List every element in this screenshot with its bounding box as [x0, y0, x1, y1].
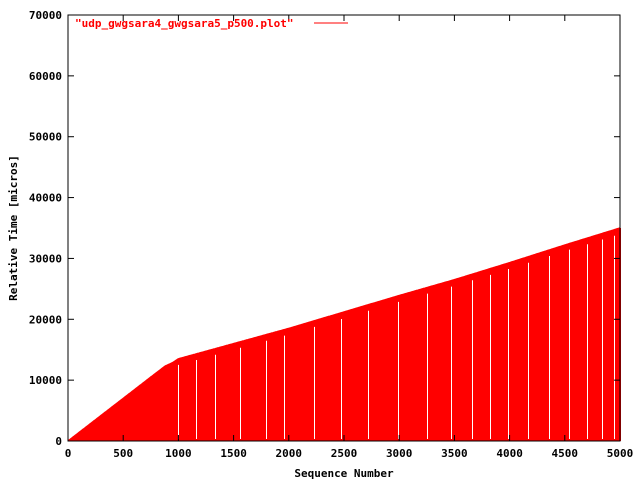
- axis-ticks: [67, 14, 621, 442]
- x-tick-label: 5000: [607, 447, 634, 460]
- series-envelope: [67, 227, 621, 442]
- x-tick-label: 500: [113, 447, 133, 460]
- x-axis-label: Sequence Number: [294, 467, 394, 480]
- x-tick-label: 2500: [331, 447, 358, 460]
- x-tick-label: 1000: [165, 447, 192, 460]
- x-tick-label: 1500: [220, 447, 247, 460]
- legend-entry-label: "udp_gwgsara4_gwgsara5_p500.plot": [75, 17, 294, 30]
- x-tick-label: 3500: [441, 447, 468, 460]
- x-tick-label: 4000: [496, 447, 523, 460]
- x-tick-label: 3000: [386, 447, 413, 460]
- y-axis-label: Relative Time [micros]: [7, 155, 20, 301]
- x-tick-label: 2000: [276, 447, 303, 460]
- x-tick-label: 4500: [552, 447, 579, 460]
- x-tick-labels: 0 500 1000 1500 2000 2500 3000 3500 4000 4500 5000: [65, 447, 634, 460]
- y-tick-label: 60000: [29, 70, 62, 83]
- y-tick-label: 30000: [29, 252, 62, 265]
- y-tick-label: 40000: [29, 192, 62, 205]
- x-tick-label: 0: [65, 447, 72, 460]
- y-tick-label: 0: [55, 435, 62, 448]
- impulse-series: [67, 227, 621, 442]
- y-tick-label: 50000: [29, 131, 62, 144]
- y-tick-label: 70000: [29, 9, 62, 22]
- y-tick-labels: 0 10000 20000 30000 40000 50000 60000 70000: [29, 9, 62, 448]
- y-tick-label: 20000: [29, 313, 62, 326]
- y-tick-label: 10000: [29, 374, 62, 387]
